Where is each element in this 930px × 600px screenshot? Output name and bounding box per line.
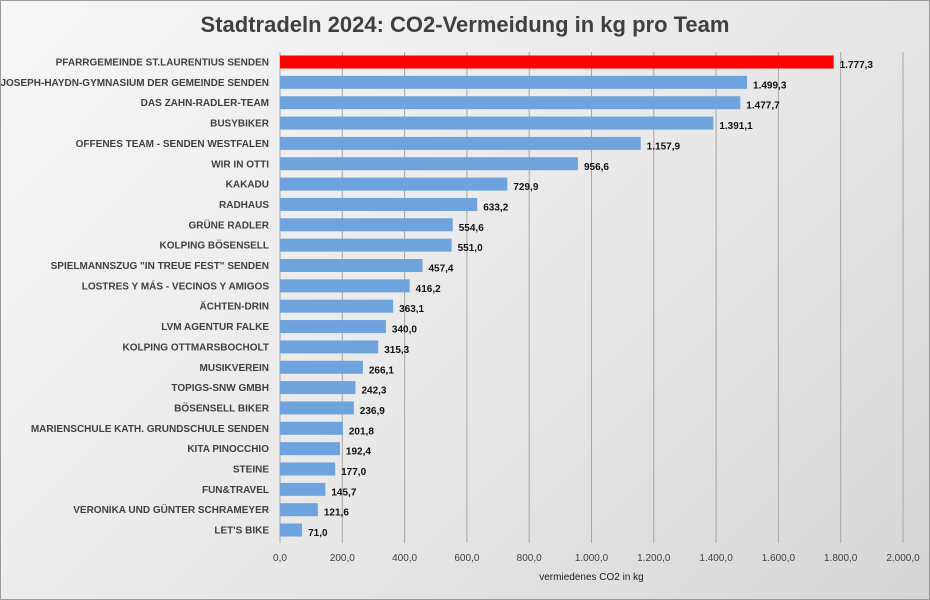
value-label-22: 121,6 <box>324 508 349 519</box>
value-label-20: 177,0 <box>341 467 366 478</box>
value-label-6: 729,9 <box>513 182 538 193</box>
bar-17 <box>280 401 354 415</box>
bar-12 <box>280 299 394 313</box>
bar-20 <box>280 462 336 476</box>
category-label-0: PFARRGEMEINDE ST.LAURENTIUS SENDEN <box>56 58 269 69</box>
category-label-20: STEINE <box>233 465 269 476</box>
value-label-16: 242,3 <box>361 386 386 397</box>
value-label-18: 201,8 <box>349 426 374 437</box>
bar-16 <box>280 381 356 395</box>
value-label-11: 416,2 <box>416 284 441 295</box>
category-label-12: ÄCHTEN-DRIN <box>200 300 269 313</box>
value-label-23: 71,0 <box>308 528 328 539</box>
bar-7 <box>280 197 478 211</box>
x-tick-label-6: 1.200,0 <box>637 553 671 564</box>
x-tick-label-7: 1.400,0 <box>699 553 733 564</box>
category-label-10: SPIELMANNSZUG "IN TREUE FEST" SENDEN <box>51 261 269 272</box>
value-label-3: 1.391,1 <box>719 121 753 132</box>
category-label-23: LET'S BIKE <box>214 526 269 537</box>
category-label-7: RADHAUS <box>219 200 269 211</box>
bar-10 <box>280 259 423 272</box>
bar-11 <box>280 279 410 293</box>
value-label-2: 1.477,7 <box>746 101 780 112</box>
bar-5 <box>280 157 578 171</box>
category-label-4: OFFENES TEAM - SENDEN WESTFALEN <box>76 139 269 150</box>
bar-13 <box>280 320 386 334</box>
bar-21 <box>280 482 326 496</box>
bar-23 <box>280 523 303 537</box>
category-label-22: VERONIKA UND GÜNTER SCHRAMEYER <box>73 503 270 516</box>
category-label-18: MARIENSCHULE KATH. GRUNDSCHULE SENDEN <box>31 424 269 435</box>
x-tick-label-9: 1.800,0 <box>824 553 858 564</box>
value-label-14: 315,3 <box>384 345 409 356</box>
category-label-15: MUSIKVEREIN <box>200 363 269 374</box>
x-tick-label-5: 1.000,0 <box>575 553 609 564</box>
bar-6 <box>280 177 508 191</box>
bar-0 <box>280 55 834 69</box>
value-label-7: 633,2 <box>483 202 508 213</box>
bar-8 <box>280 218 453 232</box>
category-label-8: GRÜNE RADLER <box>188 218 269 231</box>
bar-18 <box>280 421 343 435</box>
category-label-14: KOLPING OTTMARSBOCHOLT <box>123 342 269 353</box>
category-label-17: BÖSENSELL BIKER <box>174 401 270 414</box>
bar-15 <box>280 360 363 374</box>
x-tick-label-3: 600,0 <box>454 553 479 564</box>
value-label-9: 551,0 <box>458 243 483 254</box>
value-label-8: 554,6 <box>459 223 484 234</box>
bar-9 <box>280 238 452 252</box>
x-tick-label-10: 2.000,0 <box>886 553 920 564</box>
bar-22 <box>280 503 318 517</box>
bar-19 <box>280 442 340 456</box>
category-label-3: BUSYBIKER <box>210 119 270 130</box>
value-label-12: 363,1 <box>399 304 424 315</box>
x-tick-label-8: 1.600,0 <box>762 553 796 564</box>
category-label-21: FUN&TRAVEL <box>202 485 269 496</box>
value-label-10: 457,4 <box>428 264 453 275</box>
category-label-1: JOSEPH-HAYDN-GYMNASIUM DER GEMEINDE SEND… <box>1 78 269 89</box>
chart-title: Stadtradeln 2024: CO2-Vermeidung in kg p… <box>201 12 730 37</box>
value-label-17: 236,9 <box>360 406 385 417</box>
value-label-0: 1.777,3 <box>840 60 874 71</box>
category-label-9: KOLPING BÖSENSELL <box>160 239 269 252</box>
value-label-21: 145,7 <box>331 487 356 498</box>
x-tick-label-4: 800,0 <box>517 553 542 564</box>
bar-14 <box>280 340 379 354</box>
category-label-6: KAKADU <box>226 180 269 191</box>
value-label-4: 1.157,9 <box>647 141 681 152</box>
bar-1 <box>280 75 748 89</box>
category-label-13: LVM AGENTUR FALKE <box>161 322 269 333</box>
x-tick-label-0: 0,0 <box>273 553 287 564</box>
category-label-2: DAS ZAHN-RADLER-TEAM <box>141 98 269 109</box>
value-label-19: 192,4 <box>346 447 371 458</box>
value-label-5: 956,6 <box>584 162 609 173</box>
category-label-5: WIR IN OTTI <box>211 159 269 170</box>
category-label-16: TOPIGS-SNW GMBH <box>171 383 269 394</box>
value-label-1: 1.499,3 <box>753 80 787 91</box>
value-label-13: 340,0 <box>392 325 417 336</box>
bar-4 <box>280 136 641 150</box>
category-label-19: KITA PINOCCHIO <box>187 444 269 455</box>
x-tick-label-1: 200,0 <box>330 553 355 564</box>
category-label-11: LOSTRES Y MÁS - VECINOS Y AMIGOS <box>82 279 270 292</box>
x-tick-label-2: 400,0 <box>392 553 417 564</box>
bar-2 <box>280 96 741 110</box>
x-axis-title: vermiedenes CO2 in kg <box>539 572 644 583</box>
bar-3 <box>280 116 714 130</box>
value-label-15: 266,1 <box>369 365 394 376</box>
